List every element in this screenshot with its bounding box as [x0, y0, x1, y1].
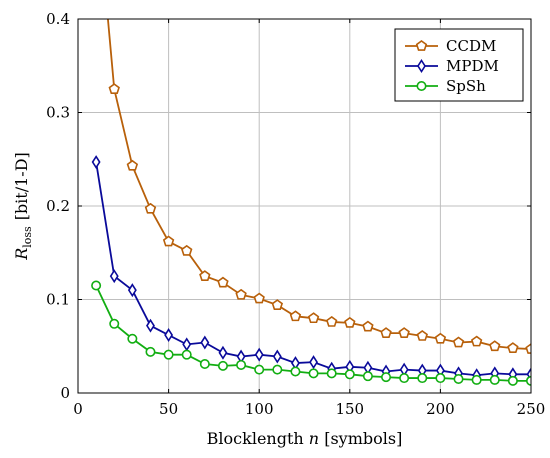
series-ccdm	[107, 19, 531, 354]
data-point	[489, 340, 501, 352]
data-point	[308, 368, 319, 379]
series-line	[95, 161, 531, 377]
y-tick-label: 0.4	[46, 10, 70, 28]
legend-marker	[416, 81, 427, 92]
data-point	[235, 288, 247, 300]
data-point	[289, 310, 302, 322]
data-point	[326, 368, 337, 379]
series-mpdm	[91, 155, 531, 383]
data-point	[109, 318, 120, 329]
data-point	[182, 337, 192, 352]
data-point	[218, 345, 228, 360]
legend-entry-ccdm: CCDM	[405, 37, 496, 55]
data-point	[381, 372, 392, 383]
data-point	[325, 315, 338, 327]
data-point	[164, 328, 174, 343]
data-point	[236, 359, 247, 370]
data-point	[254, 347, 264, 362]
data-point	[127, 283, 137, 298]
legend-marker	[415, 40, 428, 51]
data-point	[145, 346, 156, 357]
data-point	[416, 329, 428, 341]
data-point	[217, 360, 228, 371]
data-point	[108, 83, 120, 94]
data-point	[91, 280, 102, 291]
x-tick-label: 250	[517, 400, 546, 418]
data-point	[398, 327, 410, 339]
x-tick-label: 0	[73, 400, 83, 418]
y-tick-label: 0	[60, 384, 70, 402]
legend-entry-mpdm: MPDM	[405, 57, 499, 75]
data-point	[489, 374, 500, 385]
data-point	[309, 355, 319, 370]
data-point	[217, 276, 229, 288]
data-point	[453, 373, 464, 384]
legend-label: MPDM	[446, 57, 499, 75]
data-point	[307, 312, 320, 324]
legend-label: CCDM	[446, 37, 496, 55]
data-point	[199, 359, 210, 370]
data-point	[253, 292, 265, 304]
x-axis-label: Blocklength n [symbols]	[207, 429, 403, 448]
data-point	[417, 373, 428, 384]
data-point	[271, 299, 284, 310]
x-tick-label: 100	[245, 400, 274, 418]
data-point	[127, 333, 138, 344]
data-point	[362, 320, 374, 332]
data-point	[199, 270, 211, 281]
data-point	[272, 349, 282, 364]
data-point	[144, 202, 157, 214]
data-point	[452, 336, 465, 348]
legend-label: SpSh	[446, 77, 486, 95]
data-point	[525, 343, 531, 354]
data-point	[163, 349, 174, 360]
data-point	[126, 159, 139, 171]
series-layer	[91, 19, 531, 386]
data-point	[507, 342, 519, 353]
x-tick-label: 200	[426, 400, 455, 418]
data-point	[254, 364, 265, 375]
legend-box	[394, 28, 524, 102]
y-tick-label: 0.1	[46, 291, 70, 309]
data-point	[399, 373, 410, 384]
y-tick-label: 0.2	[46, 197, 70, 215]
data-point	[162, 235, 175, 247]
legend-entry-spsh: SpSh	[405, 77, 486, 95]
data-point	[471, 374, 482, 385]
data-point	[146, 318, 155, 333]
data-point	[91, 155, 101, 170]
y-tick-label: 0.3	[46, 104, 70, 122]
data-point	[470, 335, 483, 347]
data-point	[344, 316, 356, 328]
series-spsh	[91, 280, 531, 386]
y-axis-label: Rloss[bit/1-D]	[12, 152, 34, 261]
data-point	[344, 369, 355, 380]
data-point	[507, 375, 518, 386]
data-point	[200, 335, 210, 350]
x-tick-label: 150	[335, 400, 364, 418]
data-point	[272, 364, 283, 375]
legend: CCDM MPDM SpSh	[394, 28, 524, 102]
data-point	[290, 366, 301, 377]
data-point	[435, 373, 446, 384]
data-point	[434, 332, 447, 344]
legend-marker	[417, 59, 426, 73]
x-tick-label: 50	[159, 400, 178, 418]
data-point	[362, 371, 373, 382]
data-point	[181, 244, 193, 256]
data-point	[181, 349, 192, 360]
data-point	[380, 327, 392, 339]
data-point	[109, 269, 119, 284]
tick-labels: 0 50 100 150 200 250 0 0.1 0.2 0.3 0.4	[46, 10, 545, 418]
